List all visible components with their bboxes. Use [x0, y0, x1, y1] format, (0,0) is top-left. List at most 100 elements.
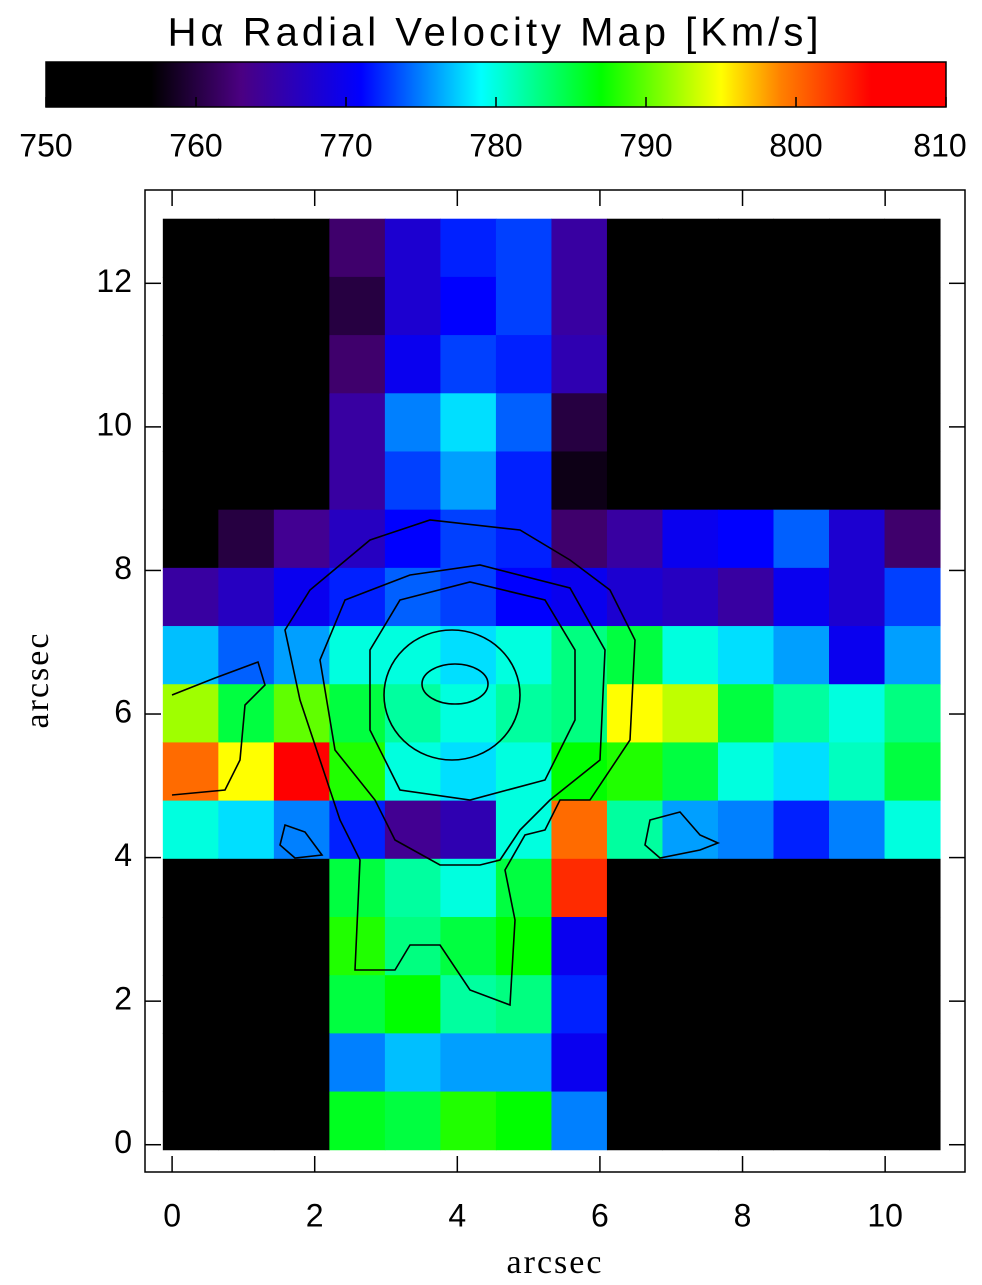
cell: [273, 1091, 330, 1151]
cell: [551, 276, 608, 336]
cell: [662, 451, 719, 511]
contour: [319, 564, 606, 866]
cell: [273, 975, 330, 1034]
cell: [218, 393, 275, 452]
cell: [218, 742, 275, 802]
cell: [440, 858, 497, 918]
cell: [273, 858, 330, 918]
cell: [384, 626, 441, 685]
cell: [384, 509, 441, 569]
cell: [495, 626, 552, 685]
cell: [773, 567, 830, 627]
cell: [717, 218, 774, 278]
cell: [884, 975, 941, 1034]
cell: [829, 858, 886, 918]
cell: [717, 1033, 774, 1093]
cell: [551, 916, 608, 976]
plot-frame: [144, 189, 966, 1173]
cell: [884, 800, 941, 860]
x-tick-label: 4: [448, 1197, 466, 1233]
cell: [829, 509, 886, 569]
cell: [717, 567, 774, 627]
cell: [384, 916, 441, 976]
cell: [829, 1033, 886, 1093]
cell: [162, 858, 219, 918]
cell: [662, 276, 719, 336]
contours: [171, 519, 721, 1007]
cell: [495, 451, 552, 511]
colorbar-tick-label: 810: [913, 127, 966, 163]
cell: [829, 1091, 886, 1151]
y-tick-label: 6: [114, 693, 132, 729]
cell: [606, 1033, 663, 1093]
cell: [162, 393, 219, 452]
cell: [384, 218, 441, 278]
cell: [218, 509, 275, 569]
cell: [551, 800, 608, 860]
cell: [606, 975, 663, 1034]
cell: [717, 975, 774, 1034]
cell: [829, 626, 886, 685]
cell: [440, 451, 497, 511]
cell: [662, 567, 719, 627]
cell: [606, 218, 663, 278]
cell: [440, 742, 497, 802]
cell: [218, 218, 275, 278]
cell: [440, 567, 497, 627]
cell: [773, 393, 830, 452]
cell: [551, 858, 608, 918]
y-tick-label: 8: [114, 550, 132, 586]
cell: [218, 451, 275, 511]
x-tick-label: 8: [734, 1197, 752, 1233]
cell: [884, 742, 941, 802]
cell: [273, 218, 330, 278]
cell: [717, 742, 774, 802]
y-tick-label: 12: [96, 263, 132, 299]
cell: [829, 975, 886, 1034]
cell: [384, 684, 441, 743]
cell: [162, 218, 219, 278]
cell: [384, 451, 441, 511]
cell: [717, 800, 774, 860]
cell: [717, 858, 774, 918]
cell: [773, 335, 830, 394]
cell: [329, 975, 386, 1034]
cell: [829, 684, 886, 743]
cell: [329, 509, 386, 569]
cell: [829, 393, 886, 452]
cell: [773, 626, 830, 685]
cell: [662, 218, 719, 278]
contour: [279, 823, 324, 859]
cell: [773, 276, 830, 336]
cell: [162, 916, 219, 976]
cell: [773, 684, 830, 743]
cell: [218, 335, 275, 394]
cell: [218, 276, 275, 336]
cell: [384, 975, 441, 1034]
cell: [662, 916, 719, 976]
cell: [495, 276, 552, 336]
cell: [884, 626, 941, 685]
cell: [662, 335, 719, 394]
cell: [773, 509, 830, 569]
cell: [440, 509, 497, 569]
x-axis-label: arcsec: [507, 1244, 604, 1281]
cell: [884, 858, 941, 918]
cell: [495, 393, 552, 452]
cell: [884, 335, 941, 394]
cell: [162, 800, 219, 860]
cell: [329, 742, 386, 802]
cell: [662, 975, 719, 1034]
cell: [884, 1091, 941, 1151]
cell: [662, 858, 719, 918]
cell: [884, 451, 941, 511]
cell: [218, 1033, 275, 1093]
cell: [440, 916, 497, 976]
cell: [662, 393, 719, 452]
cell: [329, 626, 386, 685]
cell: [662, 509, 719, 569]
cell: [440, 626, 497, 685]
cell: [884, 916, 941, 976]
chart-title: Hα Radial Velocity Map [Km/s]: [168, 11, 823, 55]
x-tick-label: 2: [306, 1197, 324, 1233]
